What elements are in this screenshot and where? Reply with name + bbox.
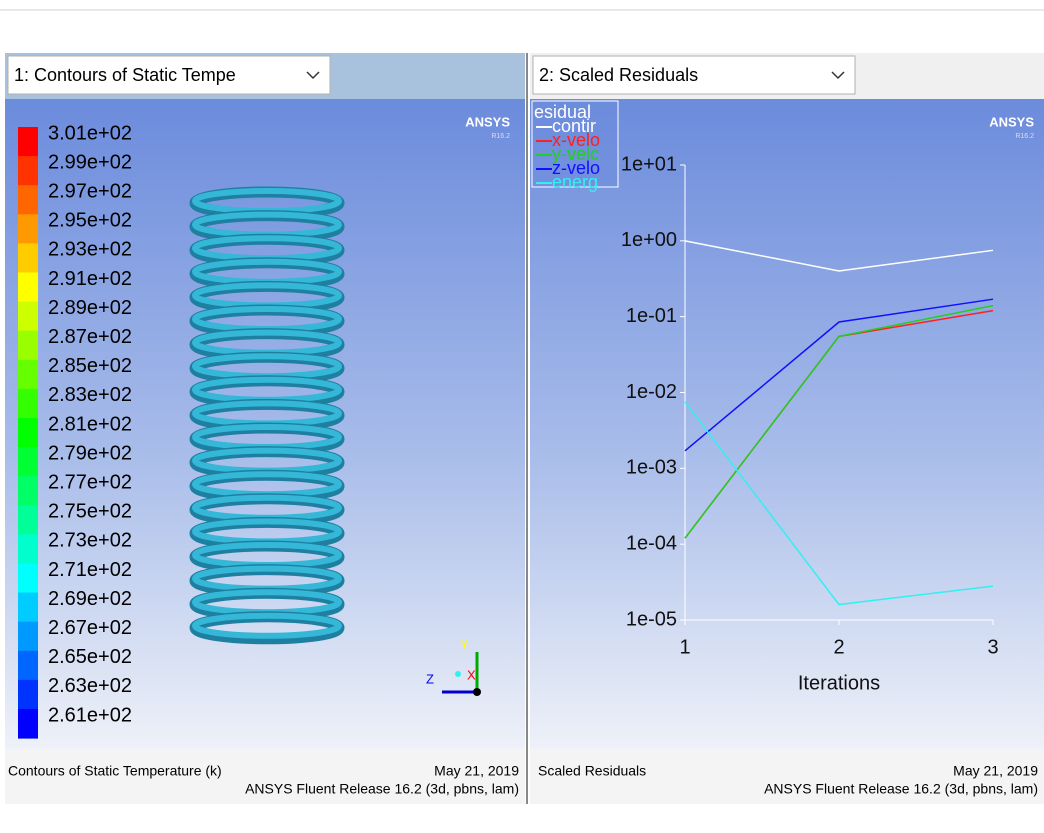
colorbar-swatch	[18, 243, 38, 273]
logo: ANSYS	[989, 114, 1034, 129]
footer-date: May 21, 2019	[953, 763, 1038, 779]
point	[455, 671, 461, 677]
colorbar-swatch	[18, 622, 38, 652]
colorbar-label: 2.63e+02	[48, 675, 132, 697]
axis-label: Y	[460, 636, 469, 651]
x-axis-label: Iterations	[798, 672, 880, 694]
colorbar-label: 2.89e+02	[48, 297, 132, 319]
colorbar-label: 2.83e+02	[48, 384, 132, 406]
y-tick-label: 1e-05	[626, 608, 677, 630]
x-tick-label: 1	[679, 636, 690, 658]
colorbar-label: 2.77e+02	[48, 471, 132, 493]
colorbar-swatch	[18, 185, 38, 215]
page: 1: Contours of Static Tempe ANSYS R16.2 …	[0, 0, 1044, 828]
colorbar-swatch	[18, 127, 38, 157]
colorbar-label: 2.99e+02	[48, 151, 132, 173]
dropdown-text: 2: Scaled Residuals	[539, 65, 698, 85]
x-tick-label: 2	[833, 636, 844, 658]
footer-release: ANSYS Fluent Release 16.2 (3d, pbns, lam…	[764, 781, 1038, 797]
colorbar-swatch	[18, 476, 38, 506]
footer-date: May 21, 2019	[434, 763, 519, 779]
colorbar-swatch	[18, 360, 38, 390]
colorbar-label: 2.75e+02	[48, 501, 132, 523]
badge: R16.2	[491, 133, 510, 140]
axis-label: Z	[426, 671, 434, 686]
origin	[473, 688, 481, 696]
screen: 1: Contours of Static Tempe ANSYS R16.2 …	[0, 0, 1044, 828]
y-tick-label: 1e-04	[626, 532, 677, 554]
colorbar-label: 2.97e+02	[48, 180, 132, 202]
y-tick-label: 1e+01	[621, 153, 677, 175]
colorbar-swatch	[18, 273, 38, 303]
axis-label: X	[467, 667, 476, 682]
colorbar-swatch	[18, 651, 38, 681]
colorbar-label: 2.71e+02	[48, 559, 132, 581]
badge: R16.2	[1015, 133, 1034, 140]
colorbar-swatch	[18, 302, 38, 332]
colorbar-label: 2.91e+02	[48, 268, 132, 290]
colorbar-label: 2.81e+02	[48, 413, 132, 435]
logo: ANSYS	[465, 114, 510, 129]
colorbar-swatch	[18, 331, 38, 361]
colorbar-label: 2.67e+02	[48, 617, 132, 639]
colorbar-label: 2.79e+02	[48, 442, 132, 464]
colorbar-label: 2.93e+02	[48, 239, 132, 261]
colorbar-swatch	[18, 564, 38, 594]
right-viewport	[530, 99, 1044, 749]
colorbar-swatch	[18, 156, 38, 186]
y-tick-label: 1e-03	[626, 457, 677, 479]
dropdown-text: 1: Contours of Static Tempe	[14, 65, 236, 85]
colorbar-label: 2.61e+02	[48, 704, 132, 726]
colorbar-label: 2.87e+02	[48, 326, 132, 348]
colorbar-swatch	[18, 593, 38, 623]
colorbar-label: 2.73e+02	[48, 530, 132, 552]
colorbar-swatch	[18, 389, 38, 419]
colorbar-swatch	[18, 505, 38, 535]
colorbar-swatch	[18, 534, 38, 564]
footer-release: ANSYS Fluent Release 16.2 (3d, pbns, lam…	[245, 781, 519, 797]
colorbar-label: 2.95e+02	[48, 210, 132, 232]
colorbar-label: 2.69e+02	[48, 588, 132, 610]
y-tick-label: 1e-01	[626, 305, 677, 327]
legend-label: energ	[552, 172, 598, 192]
colorbar-swatch	[18, 447, 38, 477]
colorbar-label: 2.85e+02	[48, 355, 132, 377]
colorbar-swatch	[18, 418, 38, 448]
colorbar-swatch	[18, 680, 38, 710]
colorbar-swatch	[18, 709, 38, 739]
y-tick-label: 1e-02	[626, 381, 677, 403]
y-tick-label: 1e+00	[621, 229, 677, 251]
colorbar-label: 3.01e+02	[48, 122, 132, 144]
colorbar-swatch	[18, 214, 38, 244]
footer-title: Contours of Static Temperature (k)	[8, 763, 222, 779]
colorbar-label: 2.65e+02	[48, 646, 132, 668]
footer-title: Scaled Residuals	[538, 763, 646, 779]
x-tick-label: 3	[987, 636, 998, 658]
